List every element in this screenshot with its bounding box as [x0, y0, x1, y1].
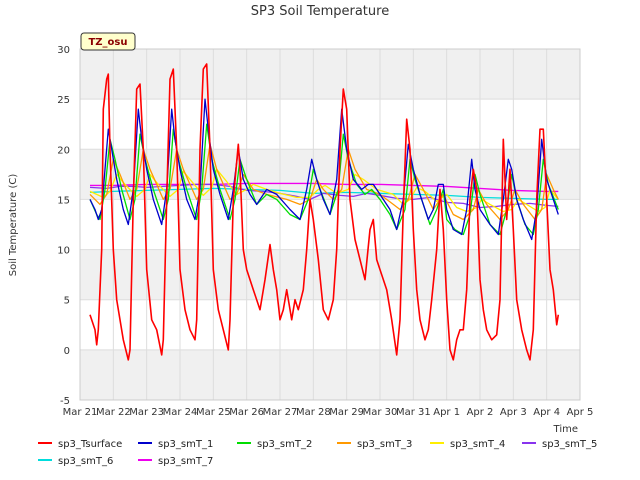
y-tick-label: 10	[57, 246, 70, 257]
x-tick-label: Mar 22	[96, 407, 131, 418]
x-tick-label: Mar 23	[129, 407, 164, 418]
legend-label-sp3_smT_3: sp3_smT_3	[357, 439, 412, 450]
x-tick-label: Mar 24	[163, 407, 198, 418]
y-tick-label: 0	[64, 346, 70, 357]
series-line-sp3_smT_4	[89, 168, 559, 213]
legend-label-sp3_smT_2: sp3_smT_2	[257, 439, 312, 450]
plot-frame	[79, 48, 581, 401]
shaded-band-0	[80, 349, 580, 400]
x-tick-label: Apr 5	[567, 407, 594, 418]
y-tick-label: 20	[57, 145, 70, 156]
series-line-sp3_smT_7	[90, 182, 559, 193]
shaded-band-2	[80, 149, 580, 200]
x-tick-label: Mar 26	[229, 407, 264, 418]
y-tick-label: 5	[64, 296, 70, 307]
legend-label-sp3_smT_6: sp3_smT_6	[58, 456, 113, 467]
y-tick-labels: -5 0 5 10 15 20 25 30	[57, 45, 70, 407]
series-line-sp3_smT_3	[89, 143, 559, 221]
x-tick-label: Mar 21	[63, 407, 98, 418]
legend-label-sp3_smT_5: sp3_smT_5	[542, 439, 597, 450]
x-tick-label: Apr 1	[433, 407, 460, 418]
site-badge-box	[80, 32, 136, 51]
series-line-sp3_smT_1	[89, 98, 559, 241]
y-tick-label: 30	[57, 45, 70, 56]
site-badge-label: TZ_osu	[88, 37, 127, 48]
x-tick-label: Mar 29	[329, 407, 364, 418]
site-badge: TZ_osu	[80, 32, 136, 51]
x-tick-label: Mar 31	[396, 407, 431, 418]
legend-label-sp3_smT_7: sp3_smT_7	[158, 456, 213, 467]
shaded-bands	[80, 49, 580, 400]
y-tick-label: 25	[57, 95, 70, 106]
x-tick-label: Apr 2	[467, 407, 494, 418]
x-tick-label: Mar 25	[196, 407, 231, 418]
series-line-sp3_Tsurface	[89, 63, 560, 361]
legend-label-sp3_Tsurface: sp3_Tsurface	[58, 439, 122, 450]
x-tick-label: Mar 27	[263, 407, 298, 418]
x-tick-label: Mar 28	[296, 407, 331, 418]
legend-label-sp3_smT_1: sp3_smT_1	[158, 439, 213, 450]
chart-title: SP3 Soil Temperature	[251, 4, 389, 19]
x-tick-label: Mar 30	[363, 407, 398, 418]
x-tick-label: Apr 3	[500, 407, 527, 418]
y-tick-label: 15	[57, 195, 70, 206]
y-axis-title: Soil Temperature (C)	[8, 174, 19, 277]
shaded-band-1	[80, 249, 580, 300]
series-lines	[89, 63, 560, 361]
x-axis-title: Time	[553, 424, 578, 435]
x-tick-label: Apr 4	[533, 407, 560, 418]
legend-label-sp3_smT_4: sp3_smT_4	[450, 439, 505, 450]
legend: sp3_Tsurface sp3_smT_1 sp3_smT_2 sp3_smT_3 s…	[38, 439, 597, 467]
shaded-band-3	[80, 49, 580, 100]
y-tick-label: -5	[60, 396, 70, 407]
